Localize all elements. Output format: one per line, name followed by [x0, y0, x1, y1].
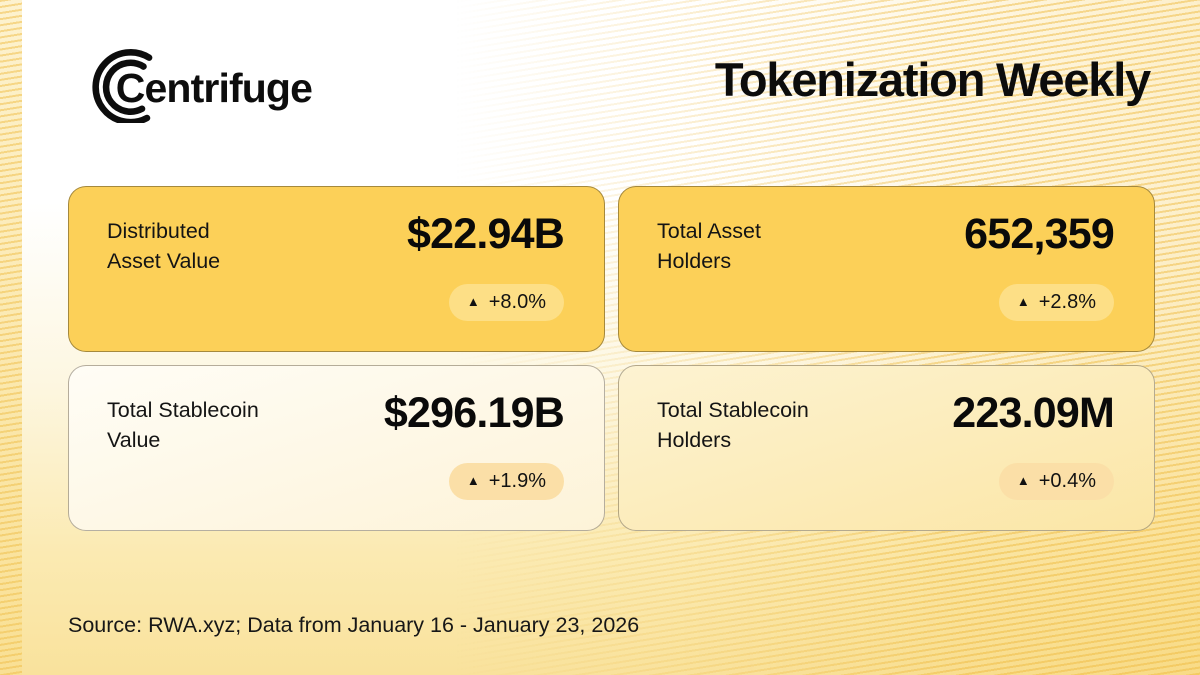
- stat-label-line1: Total Stablecoin: [657, 398, 809, 422]
- change-badge: ▲ +8.0%: [448, 284, 564, 321]
- logo-arc-outer: [92, 49, 153, 123]
- change-value: +0.4%: [1038, 470, 1096, 492]
- stat-card-total-stablecoin-holders: Total Stablecoin Holders 223.09M ▲ +0.4%: [618, 365, 1155, 531]
- change-value: +8.0%: [488, 291, 546, 313]
- stat-value: 223.09M: [952, 389, 1115, 437]
- stat-card-total-stablecoin-value: Total Stablecoin Value $296.19B ▲ +1.9%: [68, 365, 605, 531]
- stat-label-line1: Total Stablecoin: [107, 398, 259, 422]
- stat-label-line2: Holders: [657, 428, 732, 452]
- up-arrow-icon: ▲: [466, 473, 480, 488]
- stat-label: Total Stablecoin Holders: [657, 395, 809, 455]
- up-arrow-icon: ▲: [466, 294, 480, 309]
- logo-wordmark: Centrifuge: [116, 65, 312, 111]
- stat-label: Total Stablecoin Value: [107, 395, 259, 455]
- change-badge: ▲ +1.9%: [448, 463, 564, 500]
- stat-value: $22.94B: [407, 210, 565, 258]
- logo-arc-inner: [102, 59, 147, 115]
- change-value: +1.9%: [488, 470, 546, 492]
- stat-card-total-asset-holders: Total Asset Holders 652,359 ▲ +2.8%: [618, 186, 1155, 352]
- stat-label-line1: Distributed: [107, 219, 210, 243]
- up-arrow-icon: ▲: [1016, 473, 1030, 488]
- source-note: Source: RWA.xyz; Data from January 16 - …: [68, 613, 640, 637]
- stat-label: Total Asset Holders: [657, 216, 761, 276]
- change-badge: ▲ +0.4%: [998, 463, 1114, 500]
- stat-value: 652,359: [964, 210, 1115, 258]
- change-badge: ▲ +2.8%: [998, 284, 1114, 321]
- stat-label-line2: Holders: [657, 249, 732, 273]
- page-title: Tokenization Weekly: [714, 53, 1151, 106]
- stat-label-line2: Value: [107, 428, 161, 452]
- diagonal-stripes-left-band: [0, 0, 22, 675]
- stat-card-distributed-asset-value: Distributed Asset Value $22.94B ▲ +8.0%: [68, 186, 605, 352]
- up-arrow-icon: ▲: [1016, 294, 1030, 309]
- centrifuge-logo: Centrifuge: [92, 49, 313, 123]
- stat-label-line1: Total Asset: [657, 219, 761, 243]
- stat-label-line2: Asset Value: [107, 249, 221, 273]
- stat-value: $296.19B: [383, 389, 565, 437]
- stat-label: Distributed Asset Value: [107, 216, 220, 276]
- change-value: +2.8%: [1038, 291, 1096, 313]
